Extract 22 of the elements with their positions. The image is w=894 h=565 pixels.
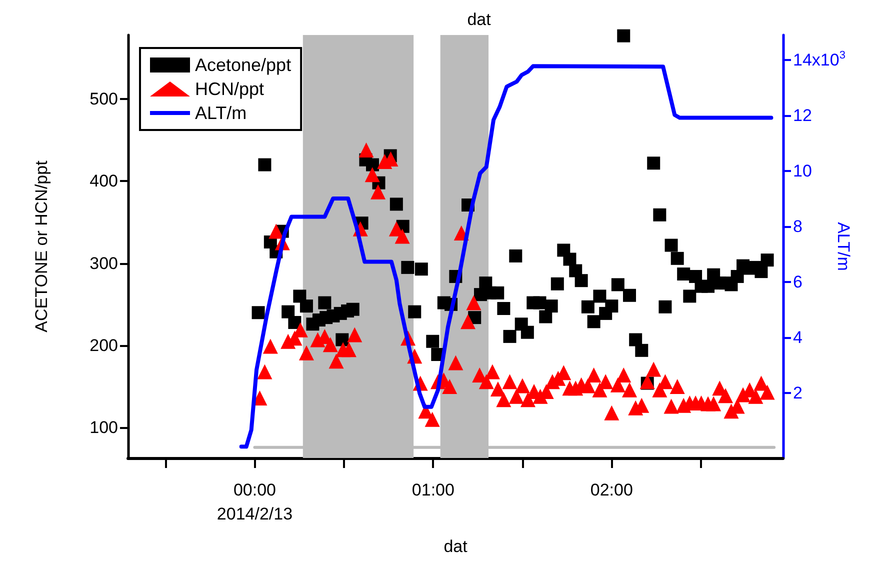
y-tick-label: 100 xyxy=(90,418,118,438)
y-tick-label: 300 xyxy=(90,254,118,273)
y2-tick-label: 10 xyxy=(793,162,812,181)
y2-tick-label: 12 xyxy=(793,106,812,125)
chart-title: dat xyxy=(467,10,492,29)
x-tick-label: 01:00 xyxy=(412,480,454,500)
x-tick-label: 02:00 xyxy=(590,480,633,500)
y-axis-title: ACETONE or HCN/ppt xyxy=(32,160,51,332)
y2-tick-label: 2 xyxy=(793,384,802,403)
y2-tick-label: 6 xyxy=(793,272,802,292)
y2-tick-label: 8 xyxy=(793,217,802,236)
x-tick-label: 00:00 2014/2/13 xyxy=(216,480,293,524)
y2-tick-label: 4 xyxy=(793,328,802,348)
legend-label: Acetone/ppt xyxy=(195,55,292,75)
y2-axis-title: ALT/m xyxy=(834,222,853,271)
y-tick-label: 400 xyxy=(90,172,118,191)
legend-label: ALT/m xyxy=(195,103,247,123)
y-tick-label: 200 xyxy=(90,336,118,355)
x-axis-title: dat xyxy=(444,537,468,556)
y-tick-label: 500 xyxy=(90,90,118,109)
y2-tick-label: 14 xyxy=(793,50,812,70)
legend-label: HCN/ppt xyxy=(195,79,264,99)
